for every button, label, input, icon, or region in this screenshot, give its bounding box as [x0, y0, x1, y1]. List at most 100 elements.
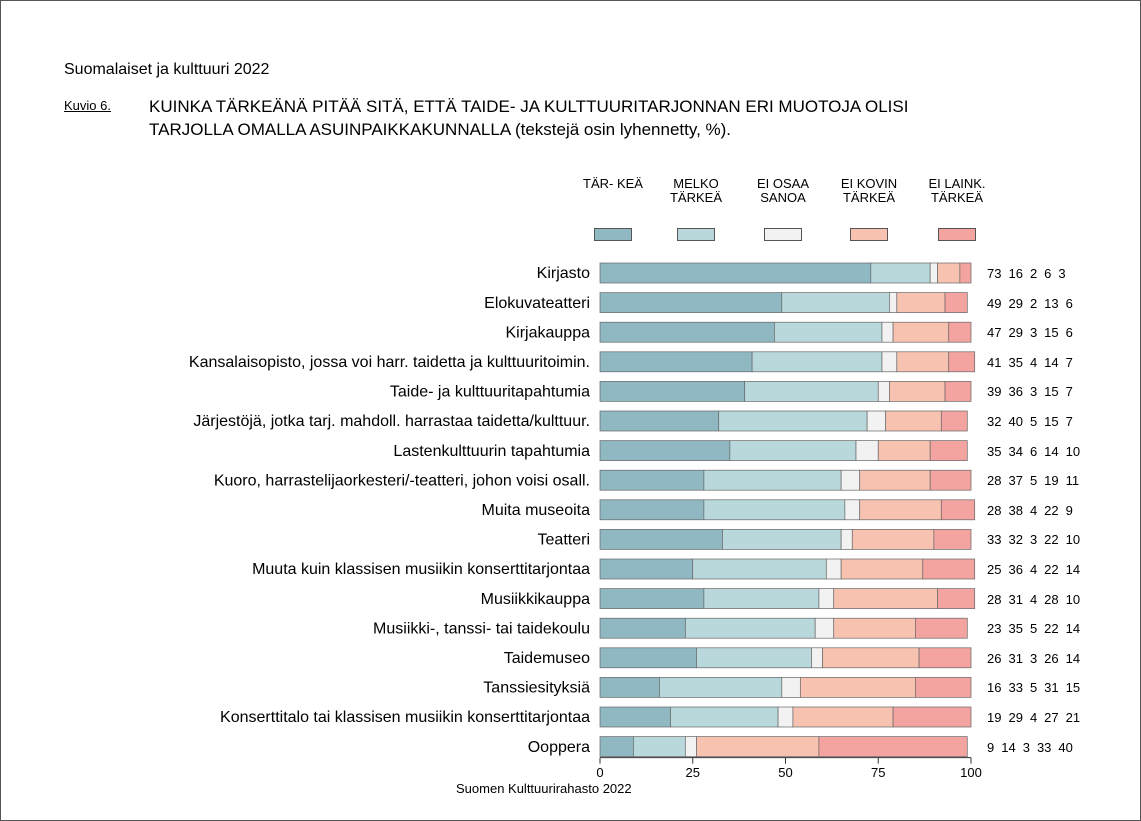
legend-swatch: [677, 228, 715, 241]
bar-segment: [599, 499, 705, 521]
value-label: 36: [1008, 384, 1023, 400]
bar-segment: [896, 351, 950, 373]
bar-segment: [703, 499, 846, 521]
bar-segment: [781, 677, 801, 698]
value-label: 14: [1065, 562, 1081, 577]
bar-segment: [892, 706, 972, 728]
value-labels: 28 38 4 22 9: [987, 503, 1073, 519]
x-tick-label: 0: [596, 765, 603, 780]
value-label: 47: [987, 325, 1002, 341]
category-label: Muita museoita: [482, 502, 591, 519]
bar-segment: [833, 617, 916, 639]
value-label: 14: [1065, 621, 1081, 637]
value-label: 39: [987, 384, 1002, 400]
value-label: 6: [1029, 443, 1038, 459]
bar-segment: [599, 440, 731, 461]
value-labels: 26 31 3 26 14: [987, 651, 1080, 667]
bar-segment: [889, 381, 946, 402]
bar-segment: [833, 588, 938, 609]
bar-segment: [696, 736, 820, 757]
legend-label: EI OSAA SANOA: [756, 176, 810, 205]
bar-segment: [599, 617, 686, 639]
value-label: 41: [987, 354, 1002, 370]
bar-segment: [929, 440, 968, 461]
bar-segment: [892, 321, 950, 343]
category-label: Tanssiesityksiä: [483, 680, 590, 697]
value-label: 23: [987, 621, 1002, 637]
value-label: 10: [1065, 443, 1081, 459]
bar-segment: [599, 469, 705, 491]
value-label: 28: [987, 591, 1002, 607]
x-tick-label: 25: [686, 765, 700, 780]
value-label: 28: [987, 473, 1002, 489]
value-label: 7: [1065, 354, 1073, 370]
category-label: Taidemuseo: [504, 650, 590, 667]
value-label: 6: [1065, 325, 1073, 341]
category-label: Musiikkikauppa: [481, 591, 590, 608]
value-label: 4: [1029, 354, 1038, 370]
value-label: 3: [1029, 532, 1038, 548]
bar-segment: [599, 262, 872, 284]
heading: Suomalaiset ja kulttuuri 2022: [64, 61, 270, 78]
value-label: 31: [1044, 680, 1059, 696]
value-labels: 28 37 5 19 11: [987, 473, 1079, 489]
value-labels: 32 40 5 15 7: [987, 414, 1073, 430]
category-label: Konserttitalo tai klassisen musiikin kon…: [220, 709, 590, 726]
value-label: 28: [1044, 591, 1059, 607]
legend-label: EI LAINK. TÄRKEÄ: [928, 176, 986, 205]
legend-swatch: [938, 228, 976, 241]
bar-segment: [703, 469, 842, 491]
value-labels: 25 36 4 22 14: [987, 562, 1080, 578]
bar-segment: [777, 706, 794, 728]
bar-segment: [599, 736, 634, 757]
value-label: 6: [1044, 266, 1052, 281]
bar-segment: [914, 677, 972, 698]
bar-segment: [866, 410, 887, 432]
value-label: 14: [1044, 443, 1059, 459]
category-label: Muuta kuin klassisen musiikin konserttit…: [252, 561, 590, 578]
value-labels: 41 35 4 14 7: [987, 355, 1073, 371]
value-label: 40: [1008, 414, 1023, 429]
value-label: 3: [1058, 266, 1066, 281]
category-label: Elokuvateatteri: [484, 295, 590, 312]
bar-segment: [870, 262, 931, 284]
value-label: 15: [1065, 680, 1081, 696]
bar-segment: [599, 706, 671, 728]
value-label: 29: [1008, 325, 1023, 341]
bar-segment: [881, 351, 898, 373]
value-label: 19: [987, 710, 1002, 725]
bar-segment: [929, 469, 972, 491]
bar-segment: [684, 736, 697, 757]
value-label: 4: [1029, 710, 1038, 725]
value-label: 10: [1065, 591, 1081, 607]
value-label: 11: [1065, 473, 1080, 489]
value-label: 15: [1044, 414, 1059, 429]
bar-segment: [914, 617, 968, 639]
value-label: 7: [1065, 414, 1073, 429]
value-label: 38: [1008, 502, 1023, 518]
value-label: 5: [1029, 414, 1038, 429]
value-label: 22: [1044, 502, 1059, 518]
value-label: 15: [1044, 325, 1059, 341]
category-label: Ooppera: [528, 739, 590, 756]
value-label: 36: [1008, 562, 1023, 577]
value-labels: 9 14 3 33 40: [987, 740, 1073, 756]
bar-segment: [599, 558, 694, 580]
value-label: 16: [987, 680, 1002, 696]
value-label: 7: [1065, 384, 1073, 400]
value-label: 15: [1044, 384, 1059, 400]
x-tick-label: 75: [871, 765, 885, 780]
bar-segment: [751, 351, 883, 373]
value-label: 28: [987, 502, 1002, 518]
value-label: 40: [1058, 739, 1073, 755]
bar-segment: [859, 469, 931, 491]
value-label: 22: [1044, 532, 1059, 548]
figure-label: Kuvio 6.: [64, 98, 111, 113]
bar-segment: [881, 321, 894, 343]
bar-segment: [877, 440, 931, 461]
bar-segment: [889, 292, 898, 313]
bar-segment: [599, 677, 660, 698]
bar-segment: [885, 410, 942, 432]
value-label: 35: [1008, 354, 1023, 370]
value-label: 19: [1044, 473, 1059, 489]
